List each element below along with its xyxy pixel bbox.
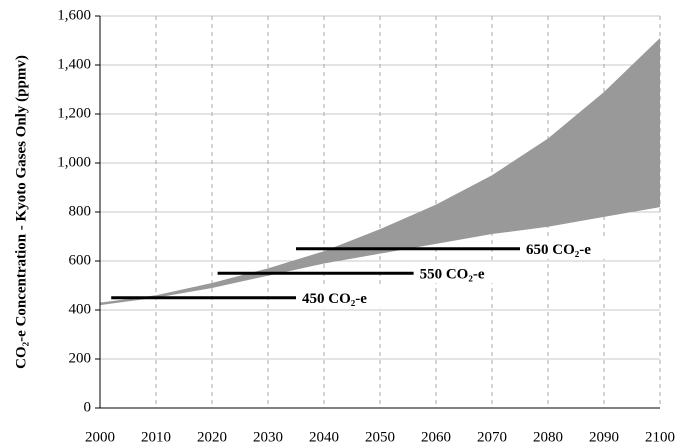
label-background — [524, 238, 610, 259]
x-tick-label: 2030 — [253, 429, 283, 445]
x-tick-label: 2090 — [589, 429, 619, 445]
x-tick-label: 2100 — [645, 429, 675, 445]
y-tick-label: 400 — [69, 301, 92, 317]
x-tick-label: 2060 — [421, 429, 451, 445]
y-tick-label: 800 — [69, 203, 92, 219]
label-background — [417, 263, 504, 284]
label-background — [300, 287, 386, 308]
x-tick-label: 2010 — [141, 429, 171, 445]
y-tick-label: 0 — [84, 399, 92, 415]
x-tick-label: 2000 — [85, 429, 115, 445]
x-tick-label: 2050 — [365, 429, 395, 445]
y-tick-label: 200 — [69, 350, 92, 366]
y-tick-label: 1,400 — [57, 56, 91, 72]
y-tick-label: 1,600 — [57, 7, 91, 23]
x-tick-label: 2070 — [477, 429, 507, 445]
y-tick-label: 600 — [69, 252, 92, 268]
reference-label: 550 CO₂-e — [420, 267, 485, 283]
x-tick-label: 2040 — [309, 429, 339, 445]
reference-label: 650 CO₂-e — [526, 242, 591, 258]
reference-label: 450 CO₂-e — [302, 291, 367, 307]
x-tick-label: 2020 — [197, 429, 227, 445]
range-band — [100, 38, 660, 306]
x-tick-label: 2080 — [533, 429, 563, 445]
y-axis-label: CO₂-e Concentration - Kyoto Gases Only (… — [13, 55, 29, 369]
y-tick-label: 1,000 — [57, 154, 91, 170]
y-tick-label: 1,200 — [57, 105, 91, 121]
